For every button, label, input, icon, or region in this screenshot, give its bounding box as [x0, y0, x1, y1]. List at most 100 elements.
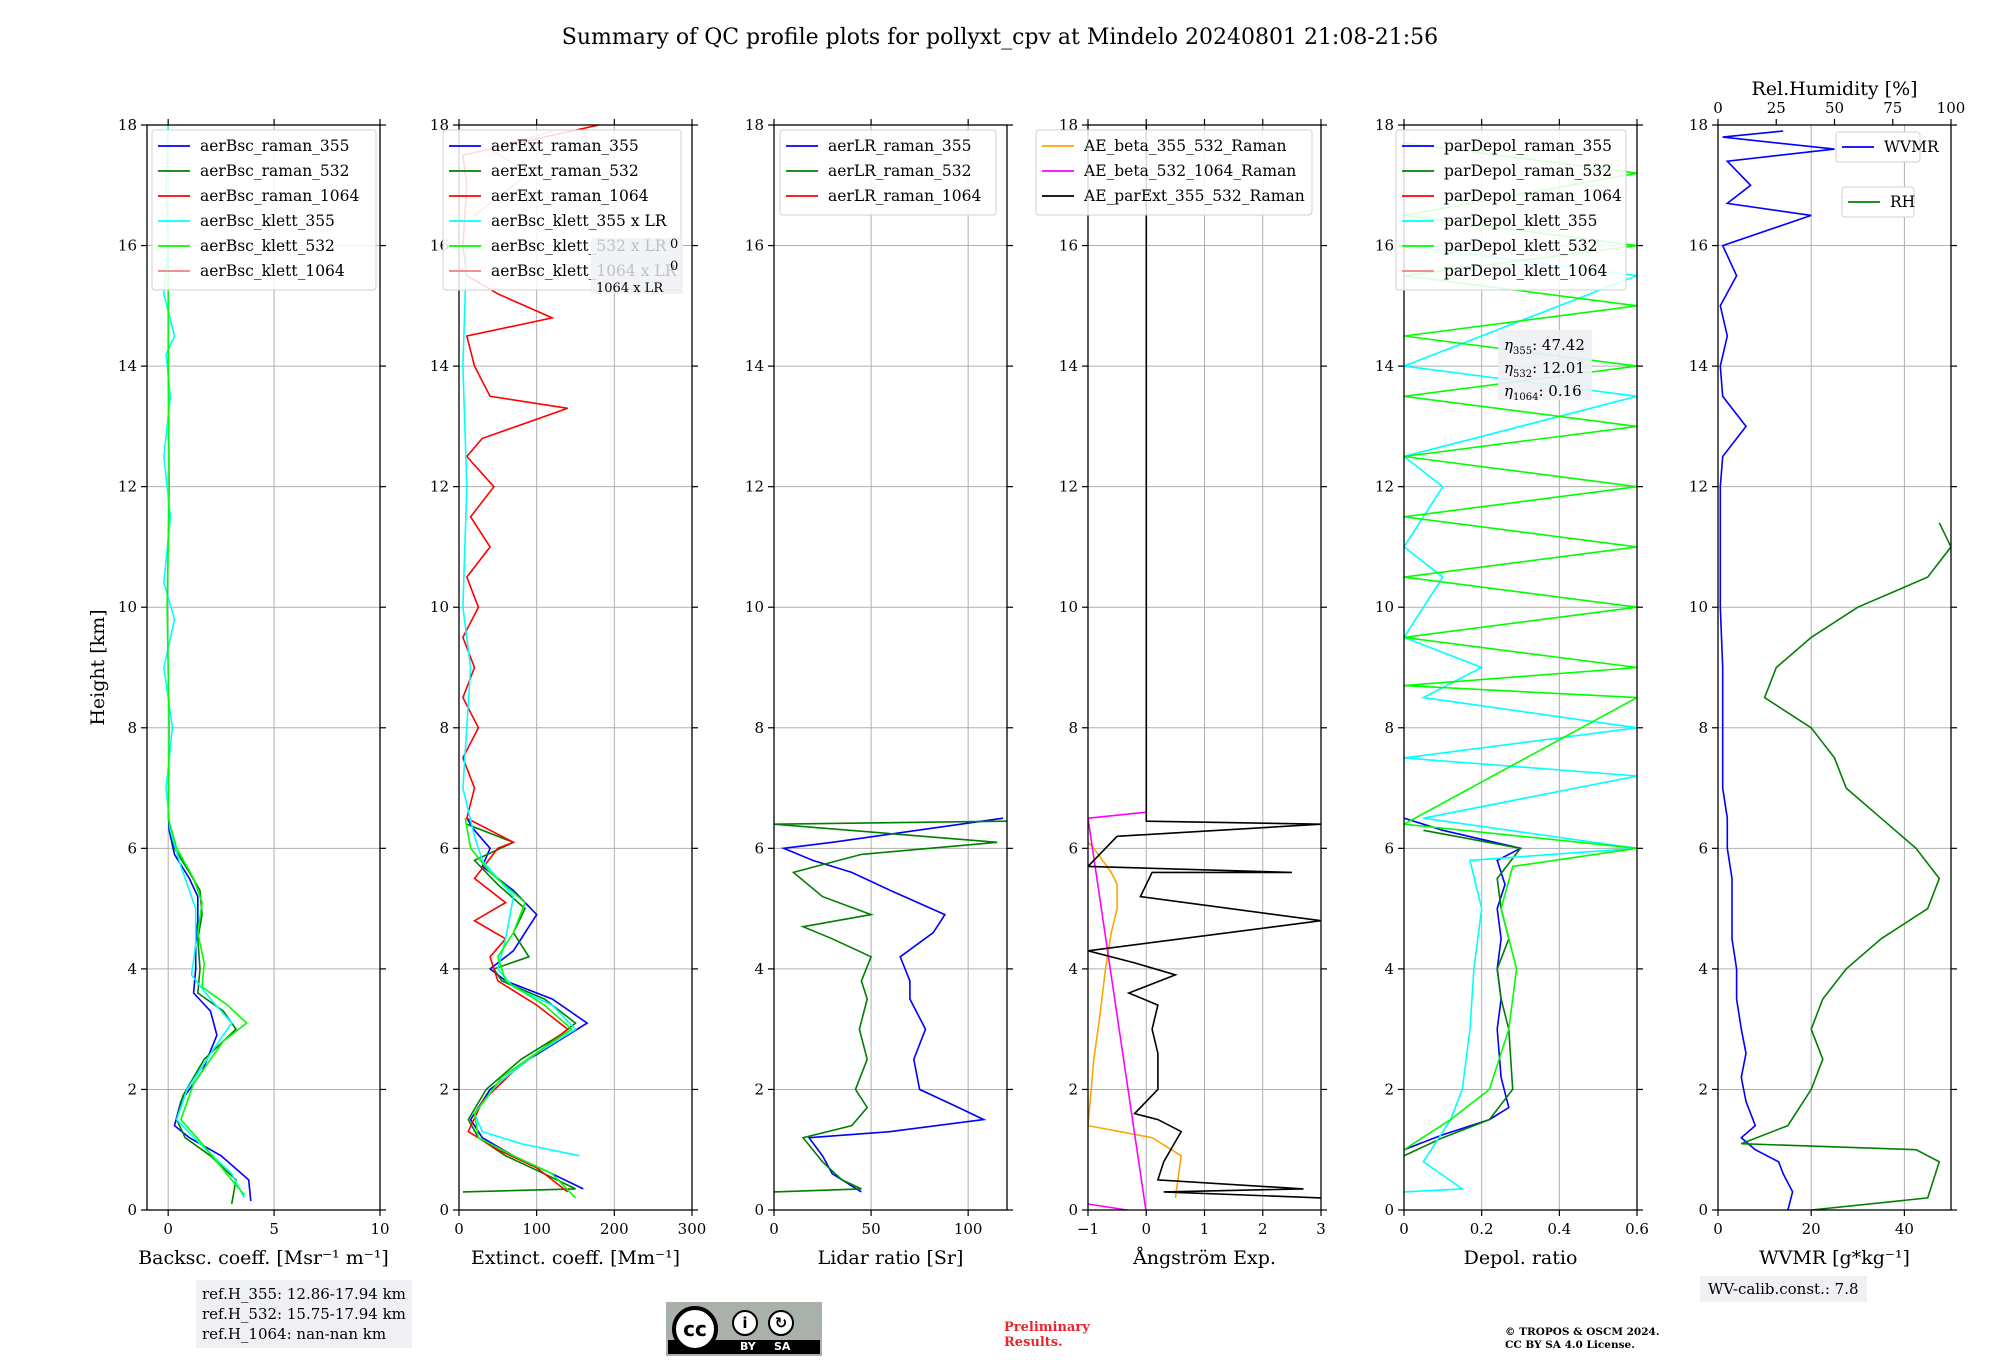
y-tick-label: 6	[1068, 839, 1078, 857]
lr-label: 0	[670, 237, 678, 252]
legend-label: WVMR	[1884, 138, 1940, 156]
series-line-parDepol_klett_532	[1404, 142, 1637, 1151]
legend-label: aerLR_raman_532	[828, 162, 971, 180]
wv-calib-text: WV-calib.const.: 7.8	[1708, 1280, 1859, 1298]
x-axis-label: Depol. ratio	[1464, 1247, 1578, 1269]
y-tick-label: 4	[127, 960, 137, 978]
y-tick-label: 18	[1689, 116, 1708, 134]
axes-frame	[458, 124, 693, 1211]
panel-humidity: 0 20 40 0 2 4 6 8 10 12 14 16 18 WVMR [g*kg⁻¹] 0 25 50 75…	[1689, 78, 1965, 1269]
x-tick-label: 50	[862, 1220, 881, 1238]
x-tick-label: 0.2	[1470, 1220, 1494, 1238]
y-tick-label: 14	[430, 357, 449, 375]
y-tick-label: 8	[127, 719, 137, 737]
legend-label: aerBsc_klett_355 x LR	[491, 212, 668, 230]
series-line-aerExt_raman_1064	[462, 125, 599, 1193]
y-tick-label: 14	[118, 357, 137, 375]
legend-label: aerBsc_raman_1064	[200, 187, 360, 205]
y-tick-label: 6	[754, 839, 764, 857]
series-line-parDepol_klett_355	[1404, 244, 1637, 1193]
legend-box	[151, 129, 377, 291]
y-tick-label: 18	[1375, 116, 1394, 134]
attribution-icon: i	[732, 1310, 758, 1336]
y-tick-label: 2	[439, 1080, 449, 1098]
y-tick-label: 0	[1068, 1201, 1078, 1219]
ref-h-355: ref.H_355: 12.86-17.94 km	[202, 1285, 406, 1303]
x-tick-label: 20	[1802, 1220, 1821, 1238]
y-tick-label: 2	[1068, 1080, 1078, 1098]
legend-box	[1035, 129, 1313, 216]
y-tick-label: 10	[745, 598, 764, 616]
eta-label: η1064: 0.16	[1504, 382, 1582, 403]
y-tick-label: 6	[127, 839, 137, 857]
lr-box	[591, 238, 683, 294]
axes-frame	[146, 124, 381, 1211]
legend-label: parDepol_raman_1064	[1444, 187, 1622, 205]
series-line-aerBsc_klett_532	[166, 245, 248, 1196]
axes-frame	[773, 124, 1008, 1211]
y-tick-label: 2	[754, 1080, 764, 1098]
y-tick-label: 8	[1698, 719, 1708, 737]
series-line-AE_parExt_355_532_Raman	[1088, 125, 1321, 1199]
cc-license-icon[interactable]: cc i ↻ BY SA	[666, 1302, 822, 1356]
x2-tick-label: 75	[1883, 99, 1902, 117]
y-tick-label: 14	[1689, 357, 1708, 375]
panel-lidar_ratio: 0 50 100 0 2 4 6 8 10 12 14 16 18 Lidar ratio [Sr] aer…	[745, 116, 1013, 1269]
series-line-AE_beta_355_532_Raman	[1088, 841, 1183, 1199]
sa-label: SA	[774, 1340, 791, 1353]
y-tick-label: 18	[430, 116, 449, 134]
x-tick-label: 0	[769, 1220, 779, 1238]
legend-label: parDepol_klett_1064	[1444, 262, 1607, 280]
legend-label: AE_beta_355_532_Raman	[1083, 137, 1286, 155]
x2-tick-label: 0	[1713, 99, 1723, 117]
y-tick-label: 16	[1059, 237, 1078, 255]
eta-label: η532: 12.01	[1504, 359, 1585, 380]
share-alike-icon: ↻	[768, 1310, 794, 1336]
legend-label: aerLR_raman_1064	[828, 187, 981, 205]
y-tick-label: 4	[754, 960, 764, 978]
series-line-aerLR_raman_532	[774, 820, 1007, 1193]
legend-box	[1835, 131, 1921, 163]
series-line-parDepol_raman_355	[1404, 817, 1523, 1151]
y-tick-label: 4	[1384, 960, 1394, 978]
y-tick-label: 10	[430, 598, 449, 616]
x-tick-label: 200	[600, 1220, 629, 1238]
x2-axis-label: Rel.Humidity [%]	[1751, 78, 1917, 100]
y-tick-label: 2	[1698, 1080, 1708, 1098]
eta-box	[1498, 330, 1592, 400]
legend-label: parDepol_raman_532	[1444, 162, 1612, 180]
series-line-parDepol_raman_532	[1404, 829, 1522, 1157]
legend-label: aerBsc_raman_532	[200, 162, 350, 180]
wv-calib-box: WV-calib.const.: 7.8	[1700, 1276, 1867, 1302]
legend-label: aerExt_raman_1064	[491, 187, 649, 205]
legend-label: aerBsc_klett_1064	[200, 262, 345, 280]
x-tick-label: 2	[1258, 1220, 1268, 1238]
y-tick-label: 6	[1698, 839, 1708, 857]
panel-depol: 0 0.2 0.4 0.6 0 2 4 6 8 10 12 14 16 18 Depol. ratio par…	[1375, 116, 1649, 1269]
y-tick-label: 8	[754, 719, 764, 737]
lr-label: 0	[670, 259, 678, 274]
y-tick-label: 18	[745, 116, 764, 134]
y-tick-label: 0	[1384, 1201, 1394, 1219]
legend-label: aerExt_raman_532	[491, 162, 639, 180]
series-line-aerBsc_raman_355	[167, 812, 252, 1202]
x2-tick-label: 100	[1937, 99, 1966, 117]
y-tick-label: 10	[1375, 598, 1394, 616]
y-tick-label: 10	[1059, 598, 1078, 616]
legend-label: aerBsc_raman_355	[200, 137, 350, 155]
y-tick-label: 12	[1059, 478, 1078, 496]
series-line-aerExt_raman_532	[462, 823, 577, 1193]
axes-frame	[1717, 124, 1952, 1211]
y-tick-label: 4	[1068, 960, 1078, 978]
ref-h-532: ref.H_532: 15.75-17.94 km	[202, 1305, 406, 1323]
series-line-aerBsc_klett_532 x LR	[464, 818, 577, 1199]
y-tick-label: 18	[118, 116, 137, 134]
y-tick-label: 14	[1059, 357, 1078, 375]
x-tick-label: 3	[1316, 1220, 1326, 1238]
y-tick-label: 16	[118, 237, 137, 255]
series-line-AE_beta_532_1064_Raman	[1088, 811, 1147, 1210]
series-line-aerBsc_klett_355	[163, 125, 246, 1199]
legend-label: parDepol_klett_355	[1444, 212, 1597, 230]
